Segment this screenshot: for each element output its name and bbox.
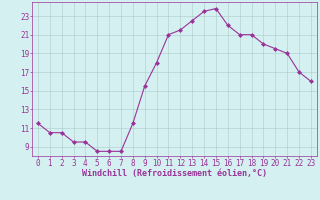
X-axis label: Windchill (Refroidissement éolien,°C): Windchill (Refroidissement éolien,°C) bbox=[82, 169, 267, 178]
